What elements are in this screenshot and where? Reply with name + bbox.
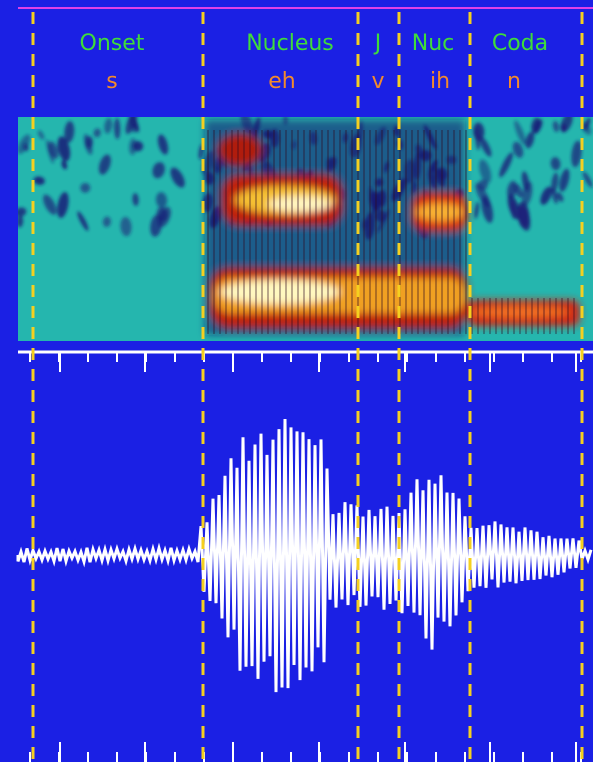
segment-label: Nucleus bbox=[246, 31, 334, 56]
spectrogram bbox=[15, 109, 593, 341]
phonetic-figure: Onset s Nucleus eh J v Nuc ih Coda n bbox=[0, 0, 593, 762]
segment-phone: s bbox=[106, 69, 117, 94]
page: Onset s Nucleus eh J v Nuc ih Coda n (()… bbox=[0, 0, 593, 762]
segment-phone: n bbox=[507, 69, 521, 94]
segment-phone: eh bbox=[268, 69, 295, 94]
segment-phone: v bbox=[371, 69, 384, 94]
segment-label: Coda bbox=[492, 31, 548, 56]
segment-label: J bbox=[373, 31, 382, 56]
background bbox=[0, 0, 593, 762]
segment-phone: ih bbox=[430, 69, 450, 94]
segment-label: Nuc bbox=[412, 31, 455, 56]
segment-label: Onset bbox=[80, 31, 145, 56]
